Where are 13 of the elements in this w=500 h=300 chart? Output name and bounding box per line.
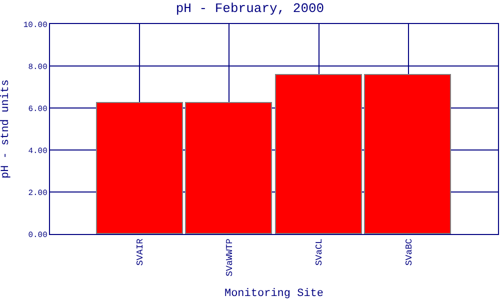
y-tick-label: 8.00 bbox=[28, 62, 48, 72]
x-tick-label: SVaWWTP bbox=[225, 238, 236, 276]
x-tick-label: SVaCL bbox=[314, 238, 325, 266]
chart-title: pH - February, 2000 bbox=[176, 1, 324, 16]
y-tick-label: 2.00 bbox=[28, 188, 48, 198]
y-axis-title: pH - stnd units bbox=[0, 79, 12, 179]
y-tick-label: 4.00 bbox=[28, 146, 48, 156]
y-tick-label: 10.00 bbox=[23, 20, 48, 30]
x-tick-label: SVaBC bbox=[404, 238, 414, 266]
y-tick-label: 6.00 bbox=[28, 104, 48, 114]
y-tick-label: 0.00 bbox=[28, 230, 48, 240]
x-tick-label: SVAIR bbox=[136, 238, 146, 266]
x-axis-title: Monitoring Site bbox=[224, 288, 324, 300]
